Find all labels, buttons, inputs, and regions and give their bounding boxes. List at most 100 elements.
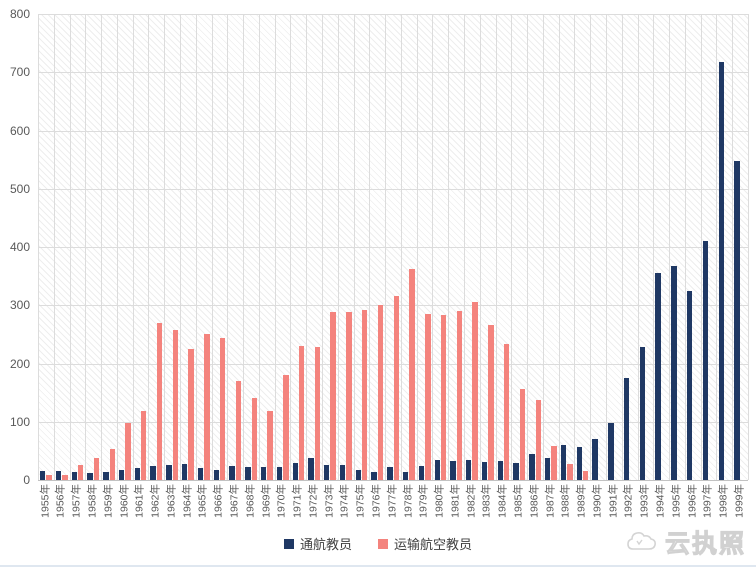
year-group-1962 <box>148 14 164 480</box>
year-group-1967 <box>227 14 243 480</box>
year-group-1988 <box>559 14 575 480</box>
x-tick-label: 1961年 <box>133 484 146 518</box>
bar-general-aviation <box>387 467 393 480</box>
vertical-gridline <box>527 14 529 480</box>
bar-general-aviation <box>608 422 614 480</box>
year-group-1955 <box>38 14 54 480</box>
bar-transport-aviation <box>204 333 210 480</box>
bar-transport-aviation <box>346 311 352 480</box>
vertical-gridline <box>574 14 576 480</box>
vertical-gridline <box>479 14 481 480</box>
vertical-gridline <box>85 14 87 480</box>
bar-general-aviation <box>371 471 377 480</box>
year-group-1992 <box>622 14 638 480</box>
x-tick-label: 1998年 <box>717 484 730 518</box>
x-tick-label: 1989年 <box>575 484 588 518</box>
year-group-1995 <box>669 14 685 480</box>
year-group-1979 <box>417 14 433 480</box>
bar-general-aviation <box>497 461 504 480</box>
bar-transport-aviation <box>314 347 321 480</box>
horizontal-gridline <box>38 72 748 74</box>
x-tick-label: 1992年 <box>622 484 635 518</box>
x-tick-label: 1990年 <box>591 484 604 518</box>
x-tick-label: 1964年 <box>181 484 194 518</box>
x-tick-label: 1956年 <box>54 484 67 518</box>
bar-general-aviation <box>308 457 314 480</box>
y-tick-label: 300 <box>9 298 30 313</box>
year-group-1978 <box>401 14 417 480</box>
chart-legend: 通航教员 运输航空教员 <box>0 534 756 553</box>
bar-general-aviation <box>276 467 283 480</box>
year-group-1973 <box>322 14 338 480</box>
bar-general-aviation <box>655 272 661 480</box>
year-group-1960 <box>117 14 133 480</box>
vertical-gridline <box>416 14 418 480</box>
vertical-gridline <box>432 14 434 480</box>
year-group-1964 <box>180 14 196 480</box>
vertical-gridline <box>653 14 655 480</box>
legend-swatch-icon <box>378 538 388 549</box>
year-group-1999 <box>732 14 748 480</box>
year-group-1991 <box>606 14 622 480</box>
bar-transport-aviation <box>519 388 526 480</box>
year-group-1971 <box>291 14 307 480</box>
x-tick-label: 1965年 <box>196 484 209 518</box>
vertical-gridline <box>385 14 387 480</box>
year-group-1993 <box>638 14 654 480</box>
year-group-1980 <box>433 14 449 480</box>
vertical-gridline <box>353 14 355 480</box>
bar-general-aviation <box>245 467 251 480</box>
year-group-1989 <box>575 14 591 480</box>
vertical-gridline <box>243 14 245 480</box>
horizontal-gridline <box>38 130 748 132</box>
bar-general-aviation <box>260 467 267 480</box>
year-group-1987 <box>543 14 559 480</box>
legend-item: 通航教员 <box>283 534 352 553</box>
horizontal-gridline <box>38 421 748 423</box>
bar-general-aviation <box>197 468 204 480</box>
y-tick-label: 600 <box>9 123 30 138</box>
bar-general-aviation <box>55 471 62 480</box>
year-group-1982 <box>464 14 480 480</box>
bar-transport-aviation <box>377 304 384 480</box>
vertical-gridline <box>448 14 450 480</box>
year-group-1975 <box>354 14 370 480</box>
y-tick-label: 0 <box>23 473 30 487</box>
bar-transport-aviation <box>330 312 336 480</box>
bar-transport-aviation <box>582 471 589 480</box>
year-group-1983 <box>480 14 496 480</box>
bar-transport-aviation <box>188 348 194 480</box>
y-tick-label: 400 <box>9 240 30 254</box>
bar-general-aviation <box>529 453 535 480</box>
bar-general-aviation <box>182 463 188 480</box>
bar-transport-aviation <box>298 346 305 480</box>
vertical-gridline <box>558 14 560 480</box>
year-group-1981 <box>448 14 464 480</box>
vertical-gridline <box>148 14 150 480</box>
x-tick-label: 1971年 <box>291 484 304 518</box>
x-tick-label: 1997年 <box>701 484 714 518</box>
vertical-gridline <box>590 14 592 480</box>
bar-general-aviation <box>355 469 362 480</box>
bar-general-aviation <box>418 466 425 480</box>
vertical-gridline <box>53 14 55 480</box>
year-group-1957 <box>70 14 86 480</box>
bar-general-aviation <box>87 473 93 480</box>
bar-general-aviation <box>103 471 109 480</box>
vertical-gridline <box>132 14 134 480</box>
x-axis: 1955年 1956年 1957年 1958年 1959年 1960年 1961年 1962年… <box>38 482 748 534</box>
bar-general-aviation <box>702 241 709 480</box>
bar-transport-aviation <box>219 338 226 480</box>
x-tick-label: 1955年 <box>39 484 52 518</box>
bar-general-aviation <box>150 466 156 480</box>
bar-general-aviation <box>292 462 298 480</box>
vertical-gridline <box>258 14 260 480</box>
bar-transport-aviation <box>456 310 463 480</box>
year-group-1961 <box>133 14 149 480</box>
x-tick-label: 1996年 <box>686 484 698 518</box>
vertical-gridline <box>211 14 213 480</box>
x-tick-label: 1959年 <box>102 484 115 518</box>
x-tick-label: 1968年 <box>244 484 257 518</box>
x-tick-label: 1979年 <box>417 484 430 518</box>
horizontal-gridline <box>38 363 748 365</box>
